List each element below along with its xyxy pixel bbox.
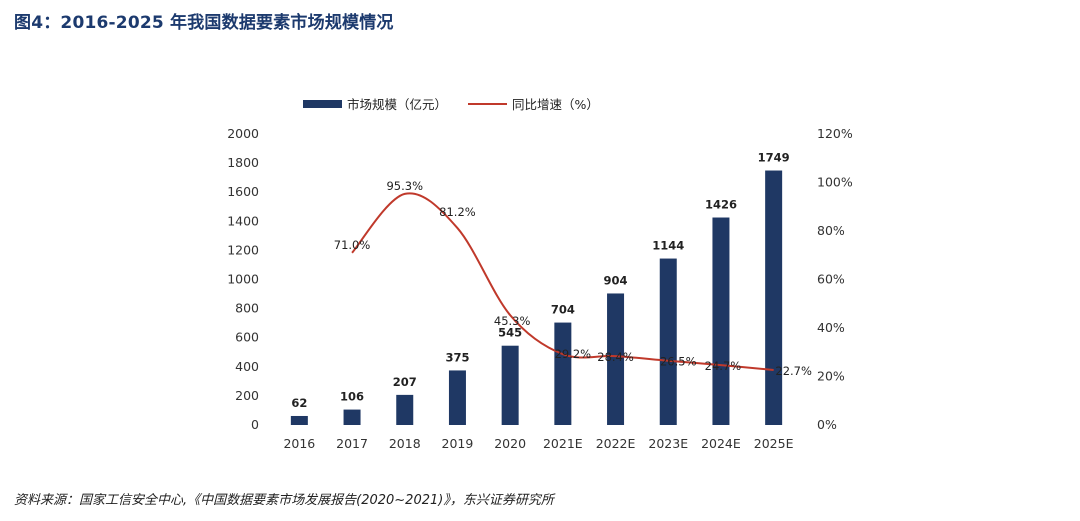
left-axis-tick-label: 600 [235,330,259,345]
right-axis: 0% 20% 40% 60% 80% 100% 120% [817,126,853,432]
legend-bar-label: 市场规模（亿元） [347,97,447,112]
growth-value-label: 81.2% [439,205,476,219]
x-axis: 2016 2017 2018 2019 2020 2021E 2022E 2023E 2024E… [283,436,793,451]
growth-line [351,192,774,371]
right-axis-tick-label: 40% [817,320,845,335]
bar-value-label: 1749 [758,151,790,165]
growth-line-path [351,192,774,371]
legend-bar-swatch [303,100,342,108]
bar-value-label: 1144 [652,239,684,253]
bar-value-label: 207 [393,375,417,389]
bar [343,409,361,425]
growth-value-label: 29.2% [555,347,592,361]
bar [396,394,414,425]
x-axis-tick-label: 2017 [336,436,368,451]
bar [659,258,677,425]
growth-value-label: 22.7% [775,364,812,378]
left-axis-tick-label: 2000 [227,126,259,141]
left-axis-tick-label: 0 [251,417,259,432]
growth-value-label: 45.3% [494,314,531,328]
data-labels: 62 106 207 375 545 704 904 1144 1426 1749 71.0% 95.… [291,151,812,410]
right-axis-tick-label: 80% [817,223,845,238]
growth-value-label: 71.0% [334,238,371,252]
right-axis-tick-label: 0% [817,417,837,432]
bar-value-label: 106 [340,390,364,404]
left-axis-tick-label: 800 [235,301,259,316]
x-axis-tick-label: 2019 [442,436,474,451]
x-axis-tick-label: 2022E [596,436,636,451]
bar-value-label: 62 [291,396,307,410]
left-axis: 0 200 400 600 800 1000 1200 1400 1600 1800 2000 [227,126,259,432]
bar-value-label: 545 [498,326,522,340]
x-axis-tick-label: 2018 [389,436,421,451]
right-axis-tick-label: 20% [817,369,845,384]
bar [765,170,783,425]
growth-value-label: 28.4% [597,350,634,364]
growth-value-label: 24.7% [705,359,742,373]
bar-value-label: 1426 [705,198,737,212]
bar-value-label: 904 [604,273,628,287]
growth-value-label: 95.3% [386,179,423,193]
bar [607,293,625,425]
left-axis-tick-label: 1200 [227,242,259,257]
x-axis-tick-label: 2025E [754,436,794,451]
legend-line-label: 同比增速（%） [512,97,599,112]
x-axis-tick-label: 2020 [494,436,526,451]
bar [448,370,466,425]
right-axis-tick-label: 60% [817,272,845,287]
left-axis-tick-label: 400 [235,359,259,374]
bar [290,415,308,425]
right-axis-tick-label: 120% [817,126,853,141]
source-note: 资料来源：国家工信安全中心,《中国数据要素市场发展报告(2020~2021)》，… [14,493,554,508]
right-axis-tick-label: 100% [817,175,853,190]
bar [501,345,519,425]
left-axis-tick-label: 1800 [227,155,259,170]
left-axis-tick-label: 200 [235,388,259,403]
x-axis-tick-label: 2024E [701,436,741,451]
bar [712,217,730,425]
bar-value-label: 375 [445,350,469,364]
x-axis-tick-label: 2021E [543,436,583,451]
figure-title: 图4：2016-2025 年我国数据要素市场规模情况 [14,13,394,33]
growth-value-label: 26.5% [660,355,697,369]
left-axis-tick-label: 1400 [227,213,259,228]
legend: 市场规模（亿元） 同比增速（%） [303,97,599,112]
x-axis-tick-label: 2023E [648,436,688,451]
left-axis-tick-label: 1600 [227,184,259,199]
bars [290,170,783,425]
left-axis-tick-label: 1000 [227,272,259,287]
bar [554,322,572,425]
x-axis-tick-label: 2016 [283,436,315,451]
bar-value-label: 704 [551,303,575,317]
